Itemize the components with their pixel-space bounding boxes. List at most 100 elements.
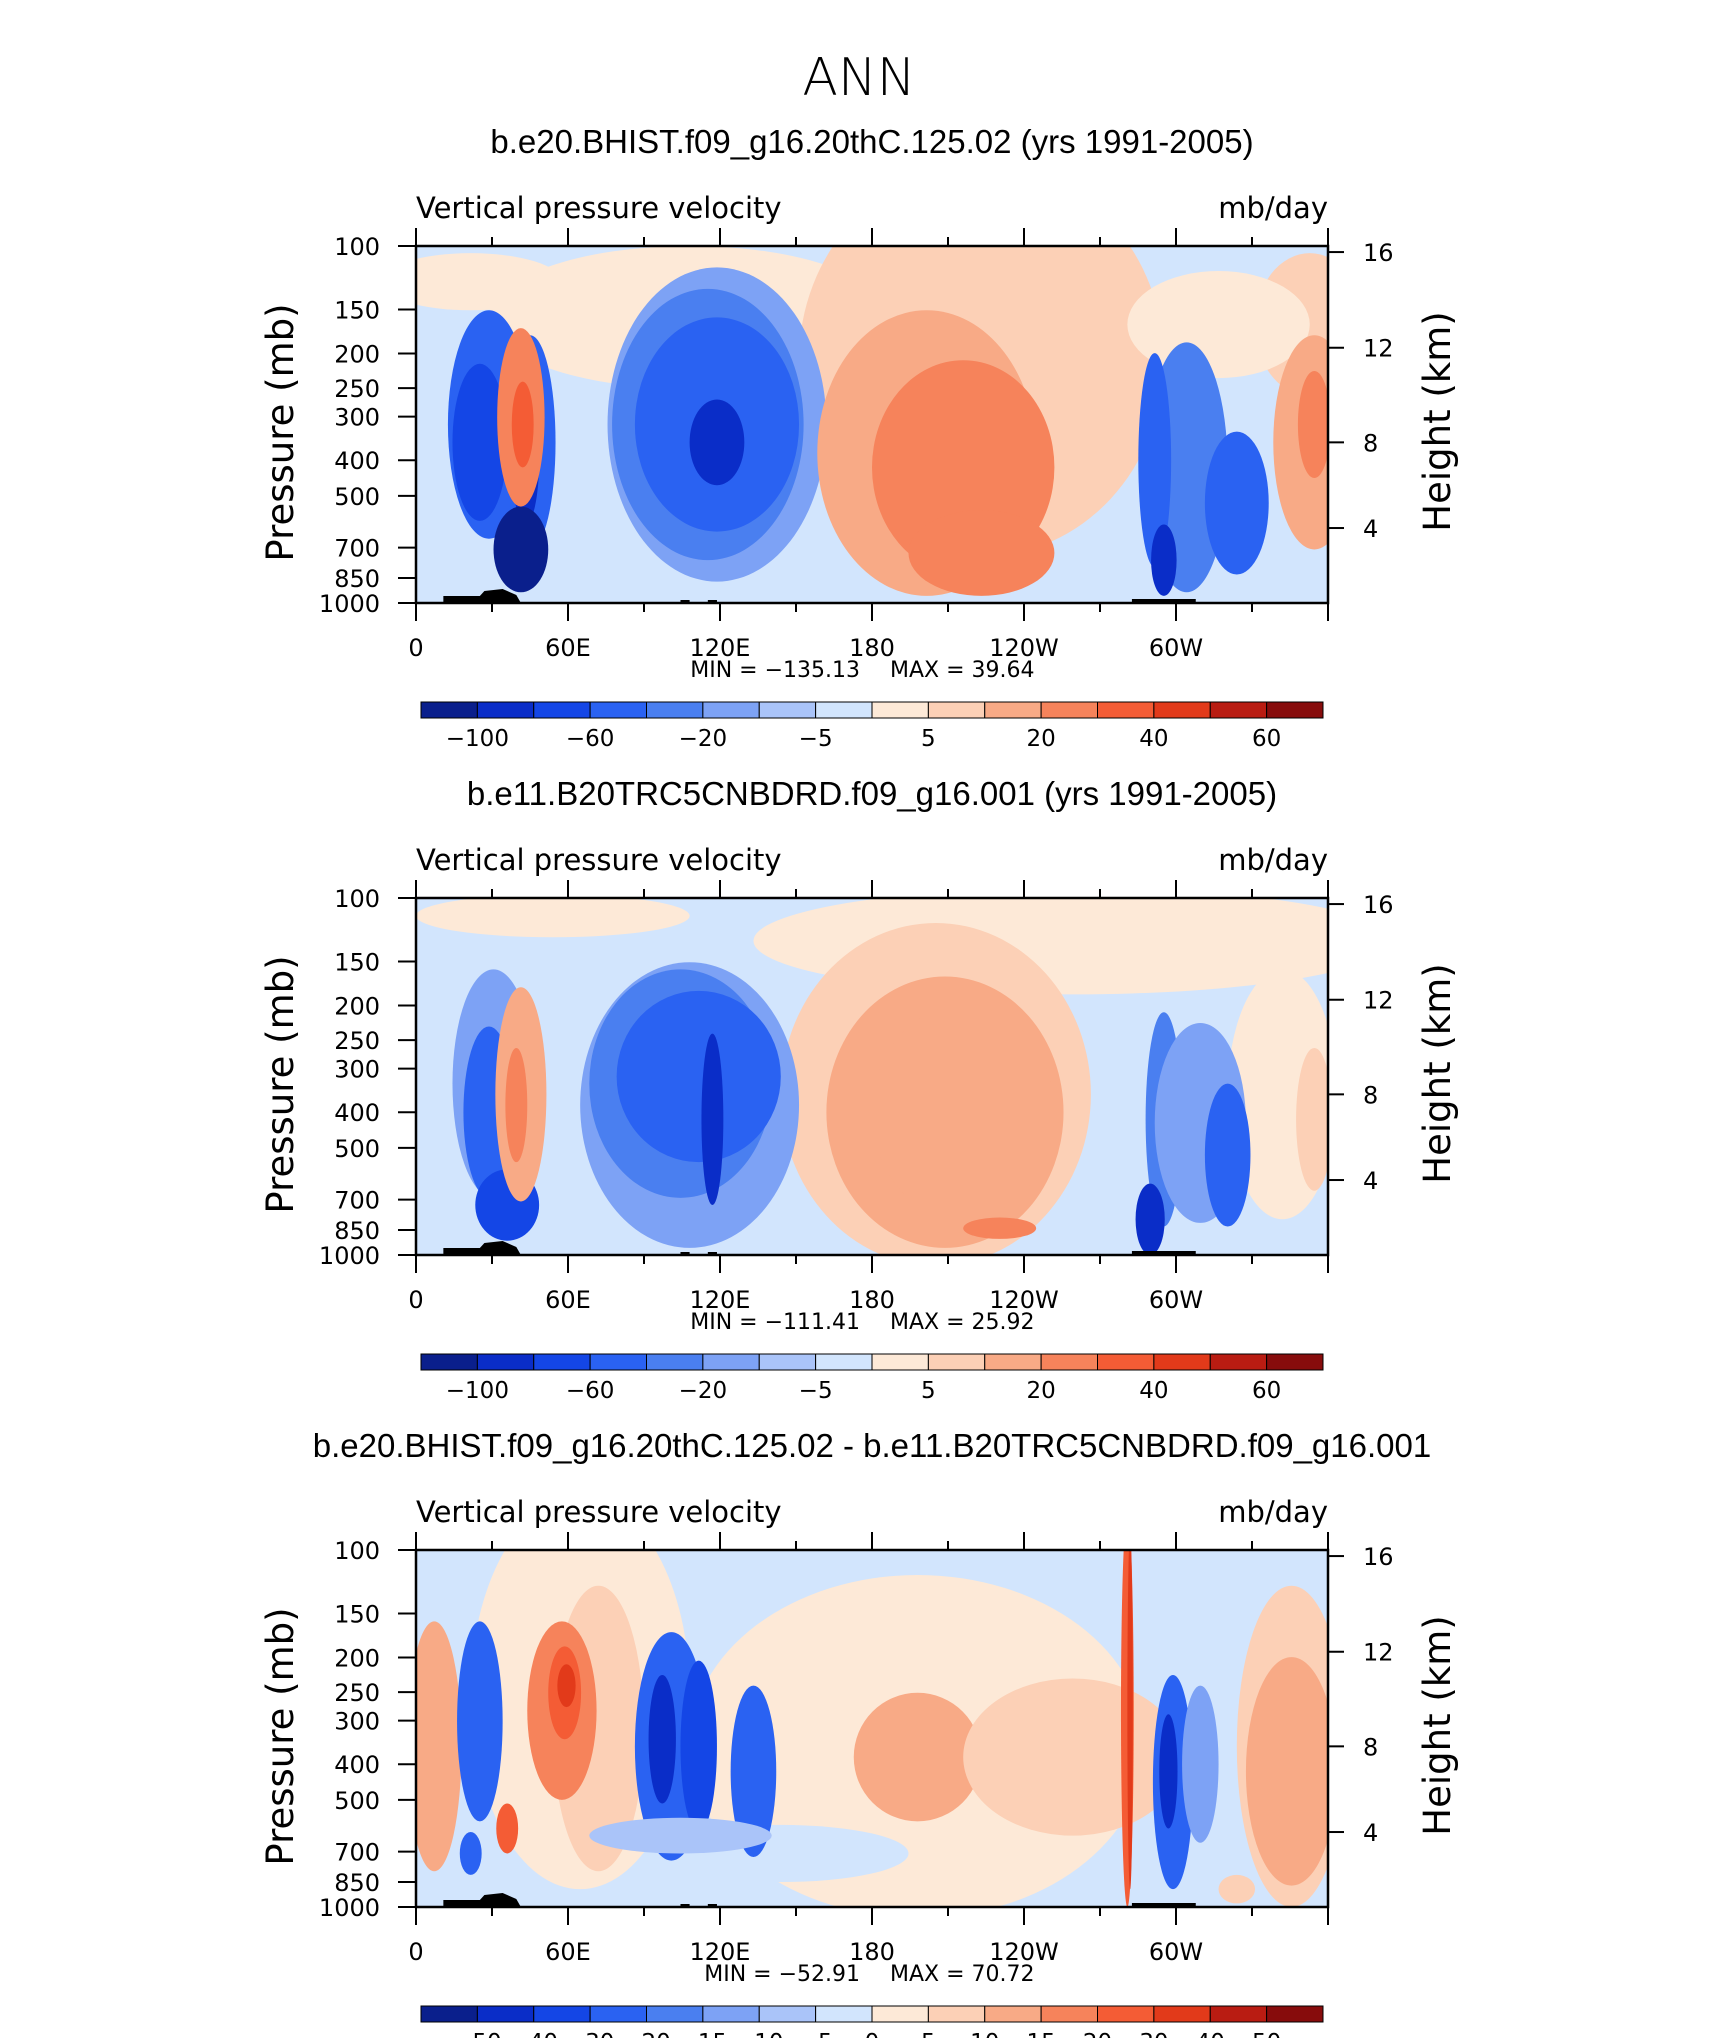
- variable-label: Vertical pressure velocity: [416, 1495, 782, 1529]
- y-tick-label: 700: [334, 1187, 380, 1215]
- x-tick-label: 180: [849, 634, 895, 662]
- contour-region: [511, 381, 534, 468]
- contour-region: [416, 898, 690, 938]
- colorbar-swatch: [1153, 701, 1211, 719]
- contour-region: [1245, 1657, 1328, 1886]
- x-tick-label: 120W: [989, 1286, 1059, 1314]
- y-axis-label: Pressure (mb): [259, 1607, 302, 1865]
- contour-region: [1297, 370, 1328, 479]
- colorbar: −50−40−30−20−15−10−505101520304050: [420, 2005, 1324, 2042]
- colorbar-label: −60: [566, 1378, 615, 1404]
- contour-field: [416, 246, 1328, 603]
- contour-region: [1296, 1047, 1328, 1191]
- colorbar-swatch: [702, 1353, 760, 1371]
- topography: [443, 1241, 521, 1255]
- x-tick-label: 60W: [1149, 634, 1203, 662]
- colorbar-swatch: [871, 701, 929, 719]
- contour-region: [1159, 1714, 1178, 1829]
- x-tick-label: 120W: [989, 1938, 1059, 1966]
- x-tick-label: 120E: [690, 1286, 751, 1314]
- panel-title: b.e20.BHIST.f09_g16.20thC.125.02 (yrs 19…: [490, 123, 1253, 160]
- y2-tick-label: 4: [1363, 1167, 1378, 1195]
- colorbar-swatch: [984, 1353, 1042, 1371]
- contour-field: [416, 1550, 1328, 1907]
- colorbar-swatch: [476, 1353, 535, 1371]
- colorbar-swatch: [1266, 1353, 1324, 1371]
- panel-1: b.e20.BHIST.f09_g16.20thC.125.02 (yrs 19…: [259, 123, 1459, 752]
- colorbar-label: −50: [453, 2030, 502, 2038]
- colorbar-swatch: [1097, 2005, 1155, 2023]
- contour-region: [589, 1817, 772, 1854]
- x-tick-label: 60W: [1149, 1938, 1203, 1966]
- colorbar: −100 −60 −20 −5 5 20 40 60: [420, 701, 1324, 752]
- topography: [707, 1252, 717, 1255]
- contour-region: [853, 1692, 982, 1822]
- y-tick-label: 200: [334, 992, 380, 1020]
- max-label: MAX = 39.64: [890, 658, 1035, 683]
- y2-tick-label: 8: [1363, 1081, 1378, 1109]
- colorbar-swatch: [1040, 2005, 1098, 2023]
- y-axis-label: Pressure (mb): [259, 303, 302, 561]
- contour-region: [1204, 1083, 1251, 1227]
- colorbar-swatch: [758, 701, 817, 719]
- colorbar-swatch: [476, 2005, 535, 2023]
- y-tick-label: 500: [334, 1135, 380, 1163]
- contour-region: [1151, 524, 1177, 596]
- colorbar-swatch: [1209, 1353, 1268, 1371]
- y-tick-label: 850: [334, 1217, 380, 1245]
- contour-region: [1135, 1183, 1165, 1255]
- y2-tick-label: 4: [1363, 1819, 1378, 1847]
- x-tick-label: 60W: [1149, 1286, 1203, 1314]
- y-tick-label: 850: [334, 565, 380, 593]
- contour-region: [1182, 1685, 1219, 1843]
- colorbar-label: −30: [566, 2030, 615, 2038]
- topography: [680, 1904, 690, 1907]
- contour-region: [701, 1033, 724, 1206]
- y2-tick-label: 8: [1363, 1733, 1378, 1761]
- colorbar-label: −20: [679, 726, 728, 752]
- colorbar-swatch: [589, 1353, 647, 1371]
- contour-region: [689, 399, 745, 486]
- colorbar-swatch: [476, 701, 535, 719]
- units-label: mb/day: [1218, 1495, 1328, 1529]
- colorbar-swatch: [927, 701, 986, 719]
- contour-region: [872, 1005, 1055, 1220]
- x-tick-label: 0: [408, 1286, 423, 1314]
- contour-region: [1204, 431, 1269, 575]
- colorbar-label: 40: [1139, 726, 1168, 752]
- topography: [707, 600, 717, 603]
- contour-region: [648, 1674, 676, 1804]
- colorbar-swatch: [1153, 2005, 1211, 2023]
- topography: [1131, 599, 1196, 603]
- contour-region: [505, 1047, 528, 1163]
- min-label: MIN = −135.13: [690, 658, 860, 683]
- y-tick-label: 850: [334, 1869, 380, 1897]
- colorbar: −100 −60 −20 −5 5 20 40 60: [420, 1353, 1324, 1404]
- colorbar-swatch: [927, 1353, 986, 1371]
- colorbar-swatch: [1040, 701, 1098, 719]
- contour-region: [416, 1621, 462, 1872]
- topography: [680, 1252, 690, 1255]
- colorbar-label: −40: [509, 2030, 558, 2038]
- x-tick-label: 60E: [545, 634, 591, 662]
- colorbar-swatch: [589, 2005, 647, 2023]
- colorbar-label: −5: [799, 2030, 833, 2038]
- colorbar-label: 5: [921, 1378, 936, 1404]
- colorbar-swatch: [815, 2005, 873, 2023]
- contour-region: [496, 1803, 519, 1854]
- y-tick-label: 700: [334, 1839, 380, 1867]
- contour-region: [1127, 1550, 1133, 1890]
- y2-tick-label: 16: [1363, 1543, 1394, 1571]
- contour-region: [457, 1621, 503, 1822]
- colorbar-label: 60: [1252, 1378, 1281, 1404]
- colorbar-swatch: [927, 2005, 986, 2023]
- colorbar-swatch: [984, 2005, 1042, 2023]
- colorbar-label: 20: [1026, 1378, 1055, 1404]
- colorbar-swatch: [984, 701, 1042, 719]
- y-tick-label: 400: [334, 447, 380, 475]
- x-tick-label: 0: [408, 634, 423, 662]
- contour-region: [963, 1217, 1037, 1239]
- contour-region: [1218, 1874, 1256, 1904]
- colorbar-swatch: [815, 701, 873, 719]
